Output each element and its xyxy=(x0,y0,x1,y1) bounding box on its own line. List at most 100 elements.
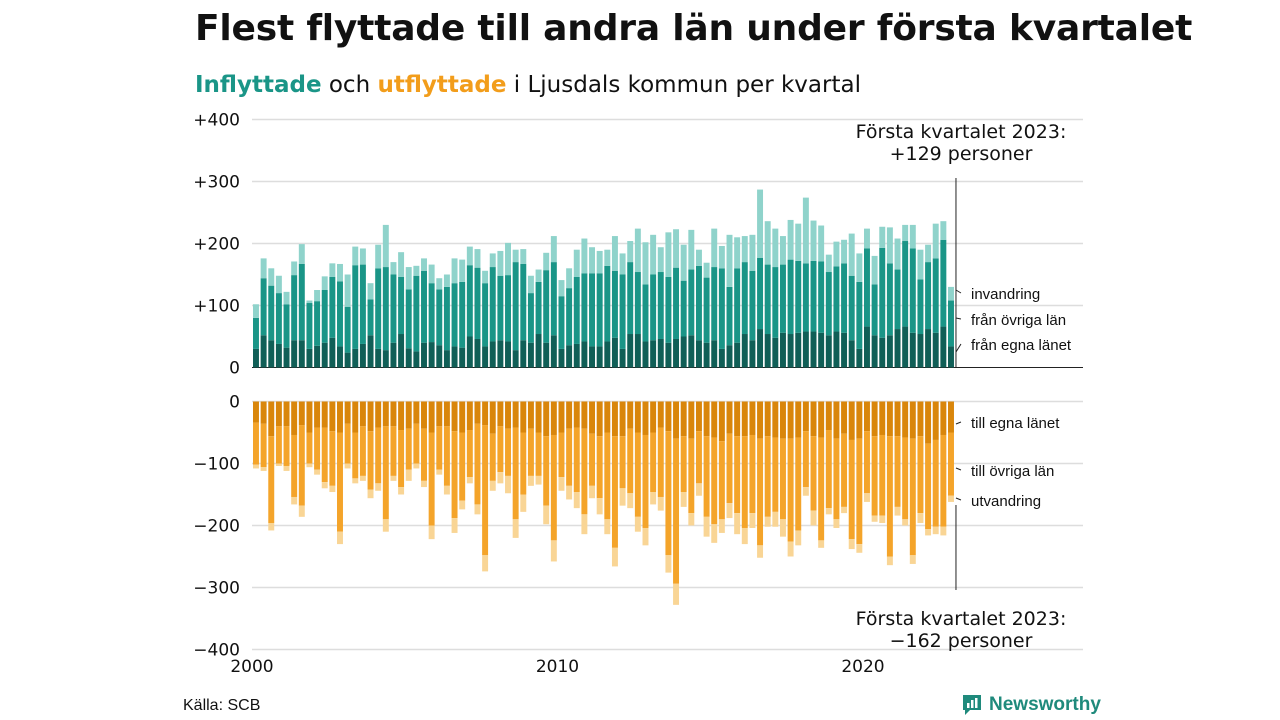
bar-out-out_local xyxy=(848,401,855,440)
bar-out-out_emig xyxy=(268,523,275,531)
bar-in-in_other xyxy=(757,257,764,330)
bar-in-in_local xyxy=(382,350,389,368)
bar-in-in_local xyxy=(810,331,817,368)
bar-out-out_other xyxy=(573,427,580,493)
bar-out-out_other xyxy=(535,432,542,476)
bar-out-out_emig xyxy=(398,487,405,495)
bar-out-out_local xyxy=(527,401,534,429)
bar-out-out_emig xyxy=(802,487,809,496)
bar-out-out_emig xyxy=(757,545,764,558)
bar-out-out_local xyxy=(573,401,580,428)
bar-in-in_other xyxy=(535,281,542,335)
bar-out-out_local xyxy=(512,401,519,428)
bar-out-out_other xyxy=(321,427,328,483)
bar-out-out_emig xyxy=(596,498,603,515)
bar-out-out_emig xyxy=(543,505,550,525)
bar-out-out_local xyxy=(917,401,924,437)
bar-in-in_other xyxy=(833,266,840,332)
bar-out-out_local xyxy=(268,401,275,437)
bar-in-in_immig xyxy=(802,197,809,264)
bar-in-in_other xyxy=(275,293,282,344)
bar-in-in_local xyxy=(871,335,878,368)
bar-in-in_other xyxy=(314,301,321,346)
bars xyxy=(253,189,954,605)
bar-in-in_local xyxy=(757,329,764,368)
bar-out-out_other xyxy=(581,428,588,515)
subtitle-rest: i Ljusdals kommun per kvartal xyxy=(506,72,861,98)
bar-out-out_other xyxy=(772,437,779,512)
bar-out-out_local xyxy=(337,401,343,433)
bar-out-out_local xyxy=(314,401,321,428)
bar-in-in_other xyxy=(329,276,336,338)
bar-out-out_other xyxy=(802,431,809,488)
bar-in-in_local xyxy=(451,346,458,368)
bar-out-out_other xyxy=(634,432,641,517)
bar-in-in_immig xyxy=(321,276,328,290)
top-y-tick-label: +400 xyxy=(193,111,240,131)
label-leader xyxy=(955,467,962,471)
bar-in-in_other xyxy=(550,262,557,336)
bar-out-out_other xyxy=(818,437,825,541)
bar-in-in_other xyxy=(405,289,412,349)
bar-in-in_immig xyxy=(611,236,618,271)
bar-out-out_local xyxy=(909,401,916,439)
bar-out-out_emig xyxy=(841,506,848,514)
bar-out-out_local xyxy=(459,401,466,433)
bar-out-out_local xyxy=(291,401,298,435)
bar-out-out_local xyxy=(520,401,527,433)
bar-in-in_immig xyxy=(932,223,939,259)
bar-in-in_immig xyxy=(726,234,733,287)
bar-in-in_local xyxy=(779,332,786,368)
bar-out-out_emig xyxy=(573,492,580,509)
bottom-y-tick-label: −100 xyxy=(193,455,240,475)
bar-out-out_emig xyxy=(741,527,748,545)
bar-out-out_local xyxy=(428,401,435,433)
bar-in-in_other xyxy=(802,263,809,332)
bar-out-out_local xyxy=(466,401,473,431)
bar-in-in_other xyxy=(665,276,672,343)
bar-out-out_local xyxy=(611,401,618,437)
bar-out-out_local xyxy=(436,401,443,427)
bar-out-out_local xyxy=(695,401,702,432)
bar-in-in_other xyxy=(772,267,779,338)
bar-in-in_other xyxy=(764,264,771,335)
bar-out-out_emig xyxy=(810,510,817,526)
bar-in-in_immig xyxy=(344,274,351,307)
bar-in-in_other xyxy=(940,239,947,327)
bar-out-out_other xyxy=(741,436,748,528)
bar-out-out_local xyxy=(497,401,504,427)
subtitle-och: och xyxy=(321,72,378,98)
top-y-tick-label: +200 xyxy=(193,235,240,255)
bar-out-out_emig xyxy=(253,464,259,469)
bar-out-out_emig xyxy=(421,480,427,488)
bar-out-out_local xyxy=(451,401,458,432)
bar-in-in_local xyxy=(482,346,489,368)
bar-out-out_other xyxy=(352,432,359,479)
bar-out-out_other xyxy=(421,428,427,481)
bar-out-out_other xyxy=(543,436,550,506)
bar-in-in_other xyxy=(695,265,702,341)
bar-in-in_other xyxy=(718,268,725,349)
bar-in-in_local xyxy=(390,342,397,368)
series-label: till egna länet xyxy=(971,415,1060,432)
bar-in-in_immig xyxy=(902,224,909,242)
bar-in-in_other xyxy=(825,272,832,336)
bar-in-in_other xyxy=(543,270,550,343)
bar-in-in_other xyxy=(382,267,389,351)
bar-in-in_local xyxy=(466,336,473,368)
bar-out-out_other xyxy=(627,428,634,494)
annotation-top-line2: +129 personer xyxy=(890,143,1033,165)
bar-out-out_local xyxy=(726,401,733,434)
chart-subtitle: Inflyttade och utflyttade i Ljusdals kom… xyxy=(195,72,861,98)
bar-out-out_other xyxy=(382,426,389,520)
series-label: från egna länet xyxy=(971,337,1072,354)
bar-out-out_other xyxy=(902,437,909,520)
bar-in-in_other xyxy=(375,268,382,349)
bar-out-out_other xyxy=(375,427,382,484)
bar-out-out_emig xyxy=(275,463,282,466)
bar-in-in_other xyxy=(306,303,313,349)
bar-out-out_emig xyxy=(818,540,825,548)
bar-out-out_local xyxy=(382,401,389,427)
bar-out-out_local xyxy=(367,401,374,432)
bar-in-in_local xyxy=(443,350,450,368)
